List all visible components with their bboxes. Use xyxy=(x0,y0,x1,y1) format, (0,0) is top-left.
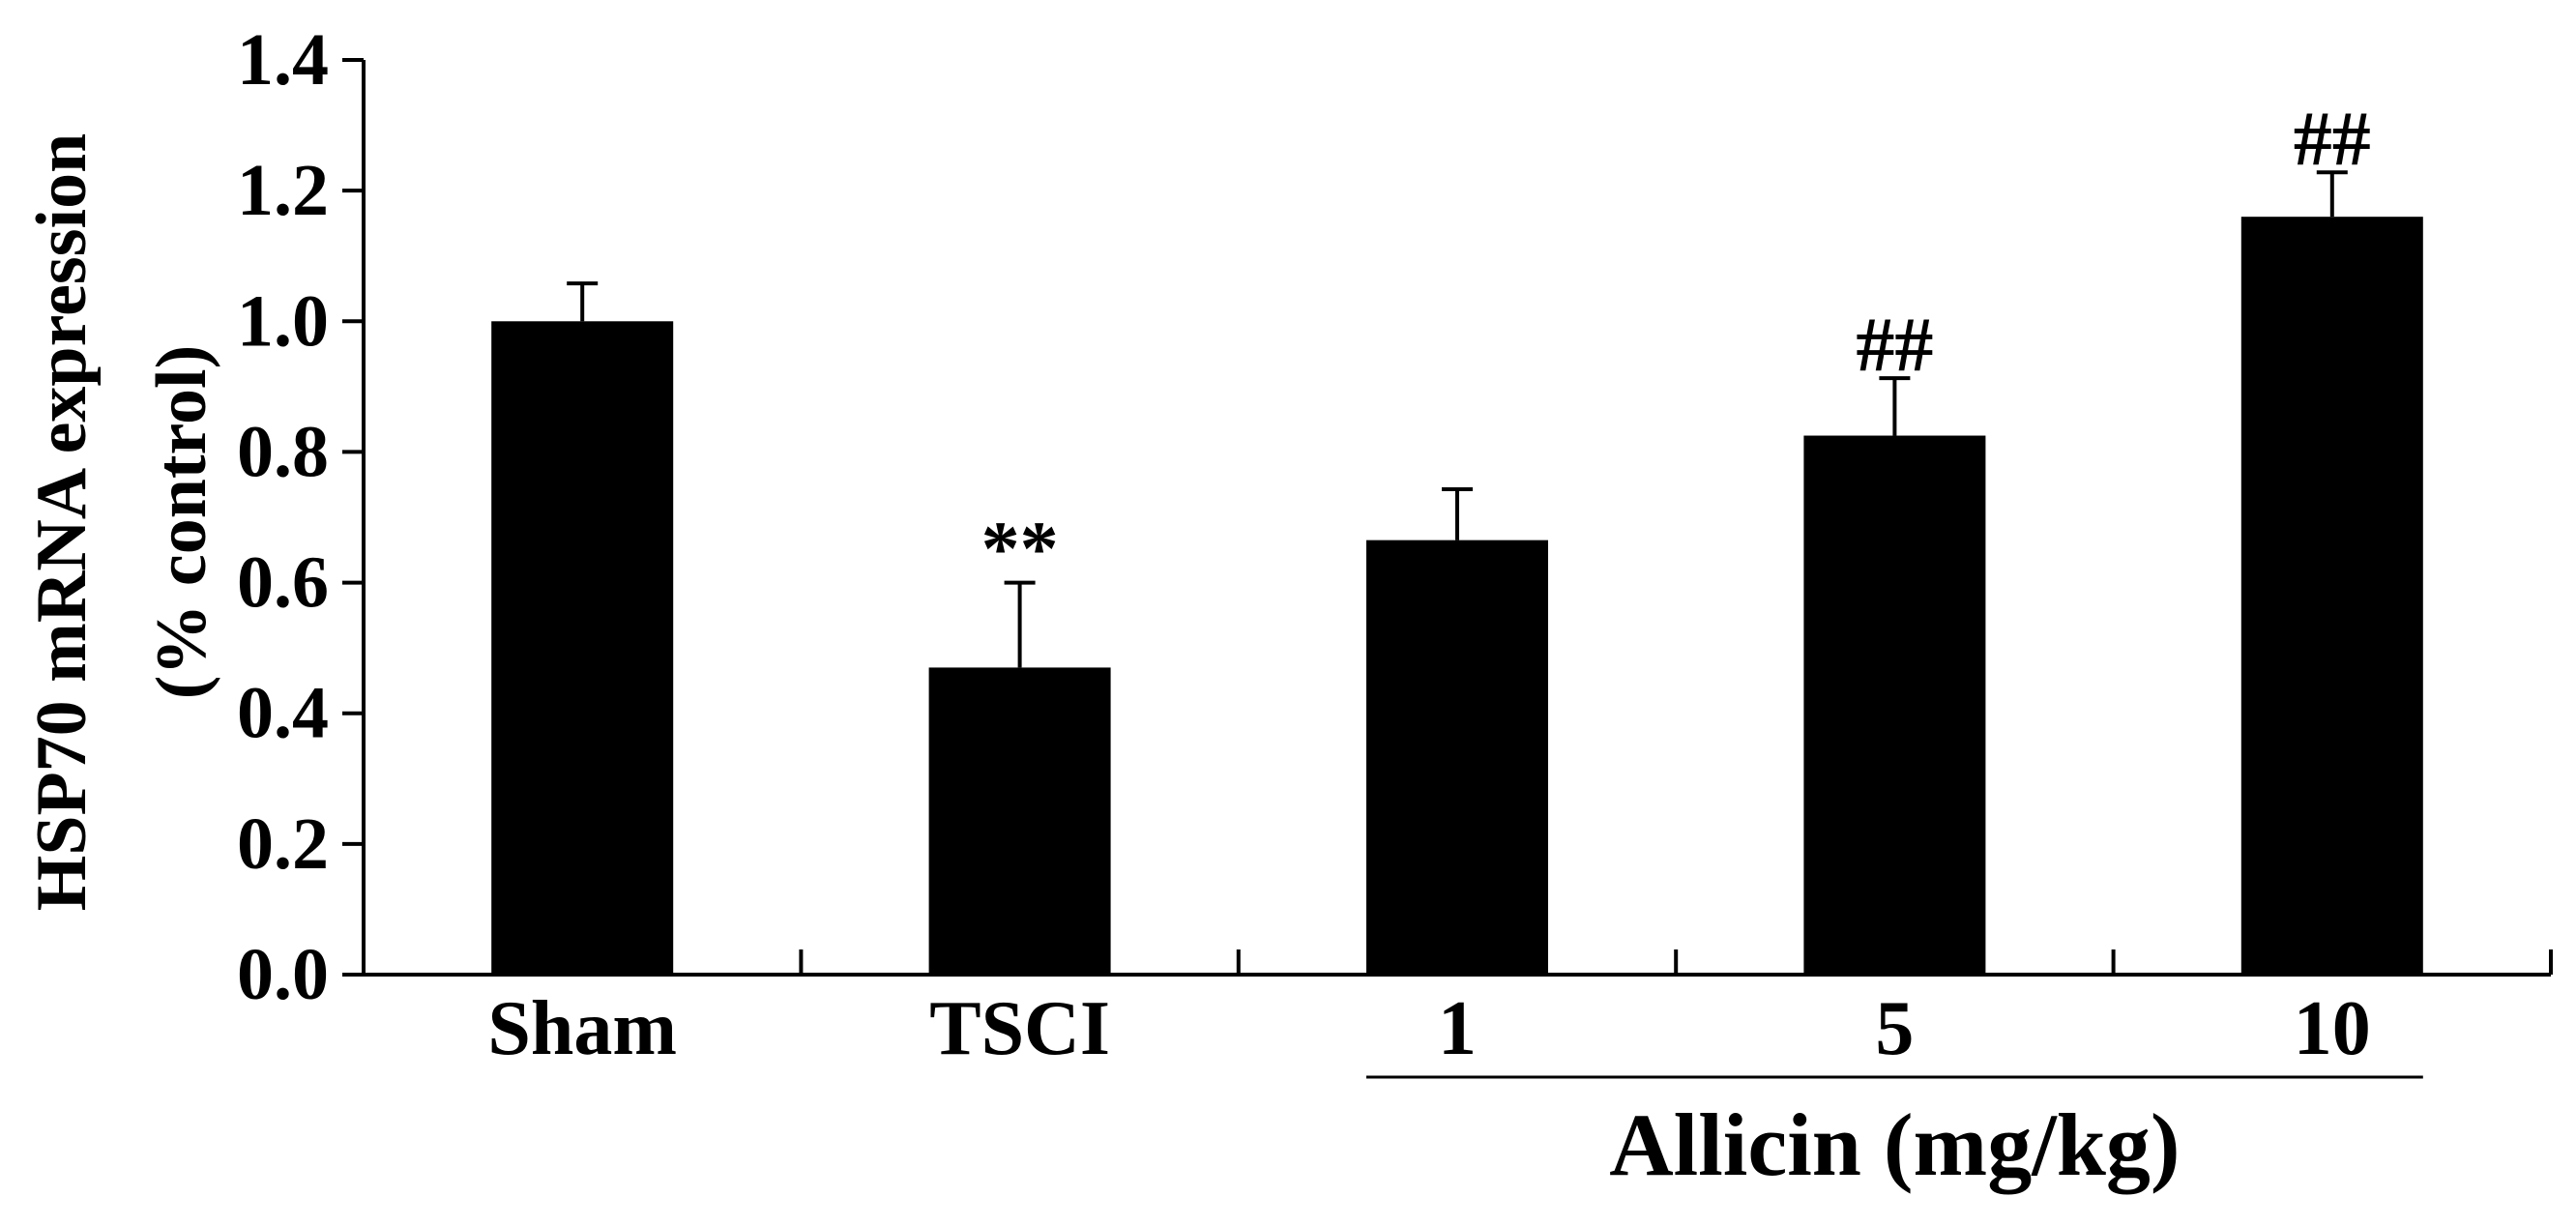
y-axis-label-unit: (% control) xyxy=(142,345,221,700)
bar xyxy=(928,667,1111,975)
x-tick-label: 10 xyxy=(2294,986,2371,1071)
significance-label: ** xyxy=(981,508,1059,593)
y-tick-label: 0.4 xyxy=(237,673,329,754)
bars xyxy=(491,170,2423,975)
labels: 0.0 0.2 0.4 0.6 0.8 1.0 1.2 1.4 Sham ** TSCI 1 ## 5 ##… xyxy=(237,19,2371,1071)
group-label: Allicin (mg/kg) xyxy=(1609,1095,2180,1194)
x-tick-label: 5 xyxy=(1875,986,1914,1071)
x-tick-label: Sham xyxy=(487,986,677,1071)
y-tick-label: 0.2 xyxy=(237,803,329,885)
bar xyxy=(1803,435,1986,975)
y-tick-label: 1.4 xyxy=(237,19,329,101)
y-tick-label: 0.8 xyxy=(237,411,329,492)
y-axis-label: HSP70 mRNA expression xyxy=(22,133,102,911)
bar xyxy=(2240,217,2423,975)
y-tick-label: 0.0 xyxy=(237,934,329,1015)
x-tick-label: TSCI xyxy=(929,986,1110,1071)
y-tick-label: 1.0 xyxy=(237,280,329,362)
bar xyxy=(491,321,674,975)
x-tick-label: 1 xyxy=(1438,986,1477,1071)
y-tick-label: 0.6 xyxy=(237,542,329,624)
significance-label: ## xyxy=(2294,97,2371,182)
y-tick-label: 1.2 xyxy=(237,150,329,231)
significance-label: ## xyxy=(1856,303,1933,388)
bar xyxy=(1366,540,1548,975)
